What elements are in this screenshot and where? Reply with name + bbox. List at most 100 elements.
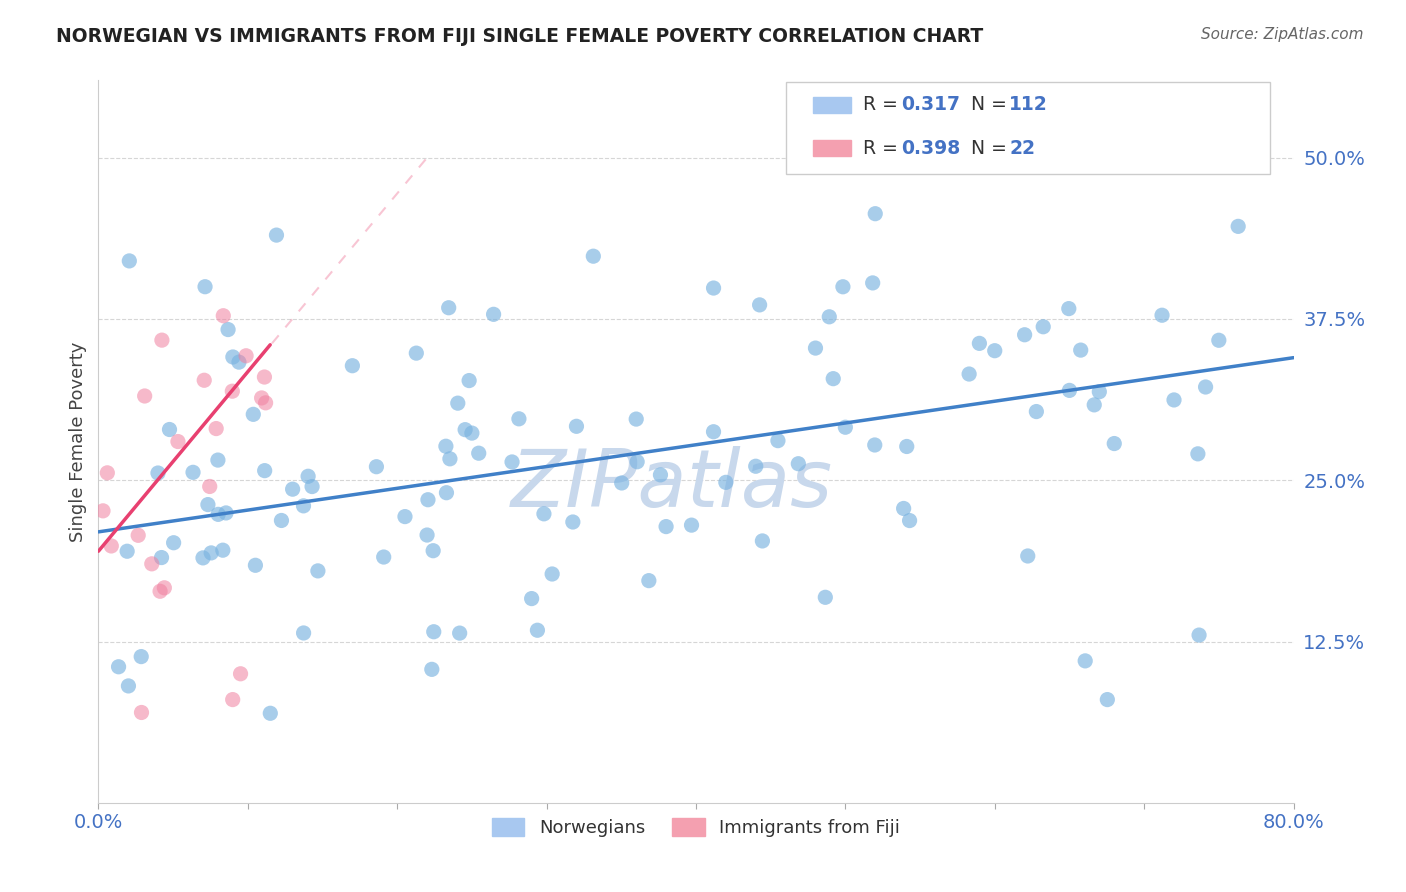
Point <box>681 518 703 533</box>
Point <box>292 499 315 513</box>
Point <box>215 506 238 520</box>
Point <box>1227 219 1250 234</box>
Point <box>863 438 886 452</box>
FancyBboxPatch shape <box>813 140 852 156</box>
Point <box>865 207 887 221</box>
Point <box>703 281 725 295</box>
Y-axis label: Single Female Poverty: Single Female Poverty <box>69 342 87 541</box>
Point <box>896 440 918 454</box>
Point <box>1032 319 1054 334</box>
Point <box>969 336 991 351</box>
Point <box>526 624 548 638</box>
Point <box>141 557 163 571</box>
Point <box>454 423 477 437</box>
Point <box>259 706 281 721</box>
Point <box>1083 398 1105 412</box>
Point <box>146 466 169 480</box>
Point <box>127 528 149 542</box>
Text: N =: N = <box>972 138 1012 158</box>
Point <box>957 367 980 381</box>
Point <box>297 469 319 483</box>
Point <box>217 322 239 336</box>
Point <box>281 482 304 496</box>
Point <box>541 566 564 581</box>
Point <box>221 692 243 706</box>
Point <box>1014 327 1036 342</box>
Point <box>405 346 427 360</box>
Point <box>637 574 659 588</box>
Point <box>100 539 122 553</box>
Point <box>197 498 219 512</box>
Text: 0.317: 0.317 <box>901 95 960 114</box>
Point <box>222 350 245 364</box>
Text: N =: N = <box>972 95 1012 114</box>
Text: Source: ZipAtlas.com: Source: ZipAtlas.com <box>1201 27 1364 42</box>
Point <box>394 509 416 524</box>
FancyBboxPatch shape <box>786 82 1270 174</box>
Point <box>862 276 884 290</box>
Point <box>149 584 172 599</box>
Point <box>153 581 176 595</box>
Point <box>650 467 672 482</box>
Point <box>115 544 138 558</box>
Point <box>482 307 505 321</box>
Point <box>422 543 444 558</box>
Point <box>162 535 184 549</box>
Point <box>1025 404 1047 418</box>
Point <box>242 408 264 422</box>
Point <box>437 301 460 315</box>
Point <box>1194 380 1216 394</box>
Text: 22: 22 <box>1010 138 1035 158</box>
Point <box>751 533 773 548</box>
Point <box>1187 447 1209 461</box>
Point <box>714 475 737 490</box>
Point <box>129 649 152 664</box>
Point <box>1059 384 1081 398</box>
Point <box>610 475 633 490</box>
Legend: Norwegians, Immigrants from Fiji: Norwegians, Immigrants from Fiji <box>485 811 907 845</box>
Point <box>207 508 229 522</box>
Point <box>118 254 141 268</box>
Point <box>117 679 139 693</box>
Point <box>167 434 190 449</box>
Point <box>626 455 648 469</box>
Text: R =: R = <box>863 138 904 158</box>
Point <box>748 298 770 312</box>
Point <box>194 279 217 293</box>
Point <box>416 492 439 507</box>
Text: 0.398: 0.398 <box>901 138 960 158</box>
Point <box>787 457 810 471</box>
Point <box>461 426 484 441</box>
Point <box>655 519 678 533</box>
Point <box>1017 549 1039 563</box>
Point <box>804 341 827 355</box>
Point <box>1074 654 1097 668</box>
Point <box>702 425 724 439</box>
Point <box>91 504 114 518</box>
Point <box>439 451 461 466</box>
Point <box>1070 343 1092 357</box>
Text: ZIPatlas: ZIPatlas <box>510 446 834 524</box>
Point <box>823 372 845 386</box>
Point <box>266 228 288 243</box>
Point <box>307 564 329 578</box>
Point <box>301 479 323 493</box>
Point <box>436 485 458 500</box>
Point <box>1097 692 1119 706</box>
FancyBboxPatch shape <box>813 97 852 112</box>
Point <box>366 459 388 474</box>
Point <box>205 421 228 435</box>
Point <box>423 624 446 639</box>
Point <box>1188 628 1211 642</box>
Point <box>467 446 489 460</box>
Point <box>131 706 153 720</box>
Point <box>181 466 204 480</box>
Point <box>245 558 267 573</box>
Point <box>212 309 235 323</box>
Point <box>96 466 118 480</box>
Point <box>520 591 543 606</box>
Point <box>898 514 921 528</box>
Point <box>211 543 233 558</box>
Point <box>270 513 292 527</box>
Point <box>582 249 605 263</box>
